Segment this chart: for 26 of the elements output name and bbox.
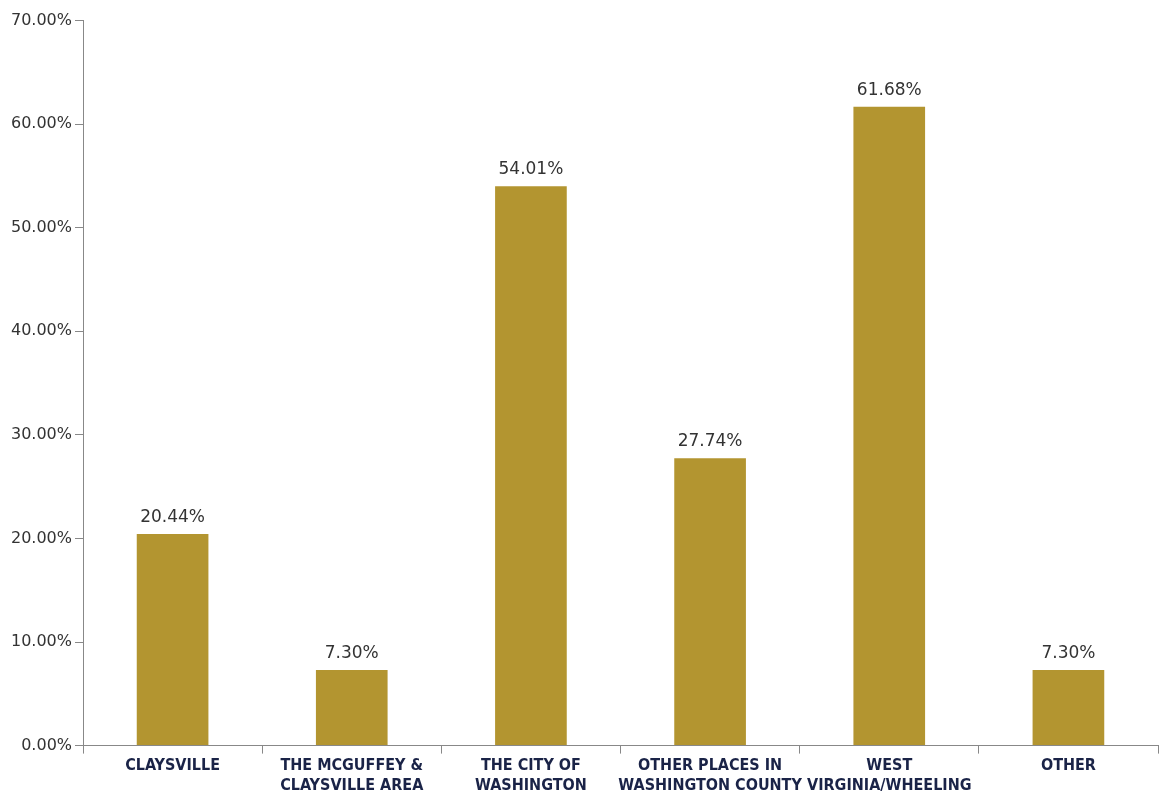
x-tick-label: OTHER: [1040, 755, 1096, 775]
x-tick-label: CLAYSVILLE: [125, 755, 220, 775]
y-tick-label: 60.00%: [10, 113, 73, 133]
bar: [315, 669, 388, 746]
data-label: 20.44%: [140, 505, 205, 526]
y-tick-label: 50.00%: [10, 216, 73, 236]
bar: [1032, 669, 1105, 746]
data-label: 27.74%: [677, 430, 743, 451]
data-label: 54.01%: [498, 158, 564, 179]
bar: [495, 186, 567, 746]
y-tick-label: 0.00%: [21, 734, 73, 754]
y-tick-label: 20.00%: [10, 527, 73, 547]
data-label: 7.30%: [324, 641, 379, 662]
bar: [853, 106, 926, 746]
y-tick-label: 70.00%: [10, 9, 73, 29]
data-label: 61.68%: [856, 78, 922, 99]
x-tick-label: THE CITY OF WASHINGTON: [475, 755, 587, 794]
bar: [136, 533, 209, 746]
data-label: 7.30%: [1041, 641, 1096, 662]
y-tick-label: 30.00%: [10, 424, 73, 444]
bar: [674, 458, 746, 746]
x-tick-label: OTHER PLACES IN WASHINGTON COUNTY: [618, 755, 803, 794]
y-tick-label: 40.00%: [10, 320, 73, 340]
x-tick-label: WEST VIRGINIA/WHEELING: [806, 755, 972, 794]
x-tick-label: THE MCGUFFEY & CLAYSVILLE AREA: [280, 755, 425, 794]
y-tick-label: 10.00%: [10, 631, 73, 651]
